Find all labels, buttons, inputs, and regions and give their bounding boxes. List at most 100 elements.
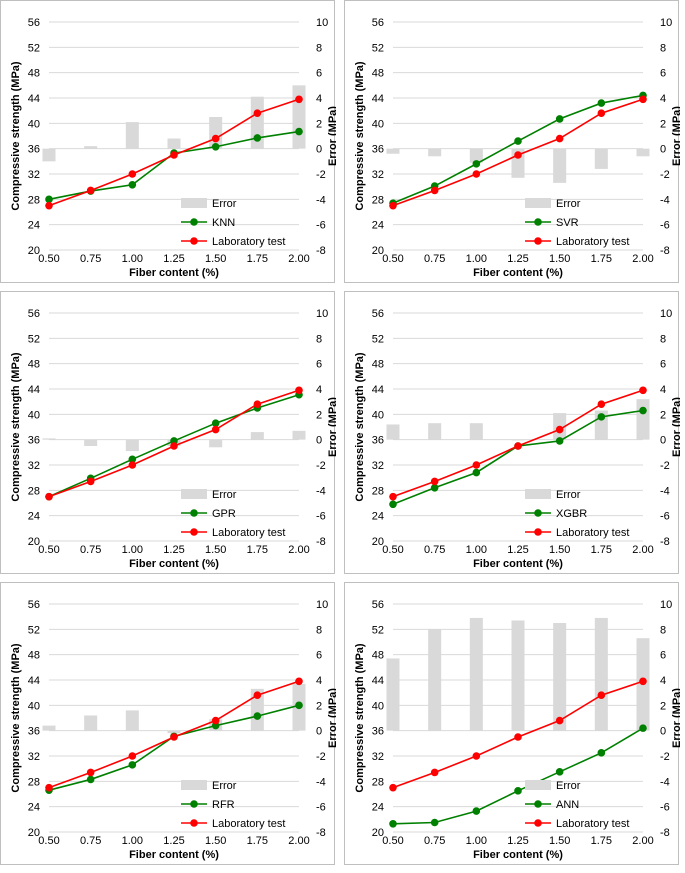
y-left-tick-label: 56 xyxy=(28,17,40,29)
error-bar xyxy=(428,629,442,731)
y-right-tick-label: -6 xyxy=(316,802,326,814)
model-data-point xyxy=(472,468,481,477)
y-left-tick-label: 48 xyxy=(28,68,40,80)
legend-model-marker xyxy=(534,800,542,808)
error-bar xyxy=(511,620,525,731)
x-tick-label: 1.00 xyxy=(466,835,487,847)
x-tick-label: 1.50 xyxy=(205,835,226,847)
y-right-tick-label: 4 xyxy=(660,384,666,396)
y-left-tick-label: 28 xyxy=(28,776,40,788)
x-tick-label: 0.50 xyxy=(382,253,403,265)
y-right-tick-label: -2 xyxy=(660,751,670,763)
y-right-tick-label: -4 xyxy=(660,485,670,497)
y-left-tick-label: 40 xyxy=(28,118,40,130)
x-tick-label: 0.75 xyxy=(80,544,101,556)
x-tick-label: 1.25 xyxy=(163,253,184,265)
lab-data-point xyxy=(128,461,137,469)
legend-error-swatch xyxy=(525,198,551,208)
x-tick-label: 1.25 xyxy=(163,544,184,556)
legend-lab-label: Laboratory test xyxy=(556,818,629,830)
lab-data-point xyxy=(253,109,262,117)
lab-data-point xyxy=(514,733,522,741)
y-right-tick-label: 6 xyxy=(316,359,322,371)
x-tick-label: 2.00 xyxy=(632,835,653,847)
y-right-tick-label: 2 xyxy=(660,409,666,421)
model-data-point xyxy=(639,724,647,732)
model-data-point xyxy=(555,437,564,445)
lab-data-point xyxy=(389,783,397,792)
legend-lab-label: Laboratory test xyxy=(556,527,629,539)
y-left-tick-label: 24 xyxy=(28,802,40,814)
legend-model-marker xyxy=(534,218,542,226)
error-bar xyxy=(84,715,98,731)
y-right-tick-label: -2 xyxy=(316,460,326,472)
legend-lab-marker xyxy=(534,528,542,536)
model-data-point xyxy=(253,134,262,142)
error-bar xyxy=(125,710,139,731)
y-right-tick-label: 2 xyxy=(316,409,322,421)
error-bar xyxy=(469,617,483,731)
y-left-tick-label: 24 xyxy=(372,511,384,523)
y-right-tick-label: 10 xyxy=(316,308,328,320)
lab-data-point xyxy=(45,492,53,501)
y-left-tick-label: 32 xyxy=(372,460,384,472)
legend-error-swatch xyxy=(181,780,207,790)
error-bar xyxy=(386,658,400,731)
error-bar xyxy=(42,725,56,731)
model-data-point xyxy=(514,137,522,145)
y-right-tick-label: -2 xyxy=(316,169,326,181)
y-right-axis-title: Error (MPa) xyxy=(327,106,336,166)
y-left-tick-label: 56 xyxy=(372,17,384,29)
model-data-point xyxy=(472,160,481,168)
y-right-axis-title: Error (MPa) xyxy=(671,106,680,166)
y-right-tick-label: 10 xyxy=(660,17,672,29)
legend-model-marker xyxy=(190,509,198,517)
y-left-tick-label: 44 xyxy=(28,384,40,396)
y-left-tick-label: 28 xyxy=(372,485,384,497)
x-tick-label: 0.75 xyxy=(80,253,101,265)
y-right-tick-label: -8 xyxy=(660,245,670,257)
y-right-axis-title: Error (MPa) xyxy=(327,397,336,457)
lab-data-point xyxy=(211,425,220,434)
y-left-tick-label: 48 xyxy=(372,359,384,371)
model-data-point xyxy=(597,749,606,757)
error-bar xyxy=(469,148,483,163)
y-left-tick-label: 32 xyxy=(372,169,384,181)
legend-model-label: SVR xyxy=(556,217,579,229)
model-data-point xyxy=(128,455,137,464)
x-tick-label: 0.50 xyxy=(38,253,59,265)
model-data-point xyxy=(597,413,606,421)
y-right-tick-label: -6 xyxy=(660,220,670,232)
y-left-tick-label: 36 xyxy=(372,144,384,156)
model-series-line xyxy=(392,727,644,825)
model-data-point xyxy=(389,819,397,828)
x-tick-label: 0.75 xyxy=(424,835,445,847)
y-right-tick-label: -4 xyxy=(316,485,326,497)
lab-data-point xyxy=(597,400,606,408)
y-right-tick-label: -6 xyxy=(316,511,326,523)
y-right-axis-title: Error (MPa) xyxy=(327,688,336,748)
y-right-tick-label: -4 xyxy=(660,776,670,788)
y-right-tick-label: 0 xyxy=(660,435,666,447)
y-left-tick-label: 28 xyxy=(372,776,384,788)
y-left-tick-label: 20 xyxy=(28,827,40,839)
y-right-axis-title: Error (MPa) xyxy=(671,688,680,748)
y-left-tick-label: 48 xyxy=(28,650,40,662)
error-bar xyxy=(292,430,306,440)
x-tick-label: 2.00 xyxy=(632,544,653,556)
x-tick-label: 1.25 xyxy=(507,835,528,847)
y-left-tick-label: 52 xyxy=(28,624,40,636)
lab-data-point xyxy=(597,109,606,117)
y-left-tick-label: 40 xyxy=(372,700,384,712)
legend-lab-marker xyxy=(190,237,198,245)
y-left-tick-label: 40 xyxy=(372,118,384,130)
y-right-tick-label: -6 xyxy=(660,802,670,814)
y-right-tick-label: 0 xyxy=(316,435,322,447)
error-bar xyxy=(594,148,608,169)
y-right-tick-label: 10 xyxy=(316,599,328,611)
x-tick-label: 1.00 xyxy=(122,544,143,556)
y-right-tick-label: -4 xyxy=(316,776,326,788)
y-right-tick-label: 2 xyxy=(316,700,322,712)
